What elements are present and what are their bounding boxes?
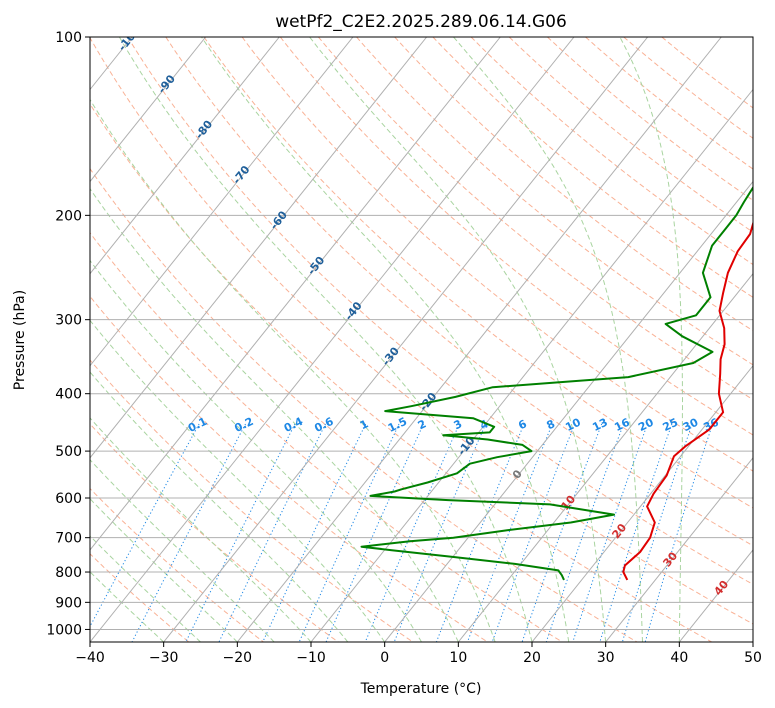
chart-title: wetPf2_C2E2.2025.289.06.14.G06: [275, 12, 567, 32]
dry-adiabat-line: [279, 37, 753, 436]
mixing-ratio-line: [467, 423, 553, 642]
dry-adiabat-line: [432, 37, 753, 298]
moist-adiabat-line: [118, 37, 533, 642]
moist-adiabat-line: [453, 37, 643, 642]
isotherm-line: [90, 37, 354, 367]
mixing-ratio-line: [644, 423, 714, 642]
x-tick-label: 50: [744, 650, 762, 666]
x-tick-label: −30: [149, 650, 179, 666]
isotherm-line: [90, 37, 575, 642]
moist-adiabat-line: [201, 37, 570, 642]
mixing-ratio-line: [325, 423, 425, 642]
isotherm-line: [163, 37, 649, 642]
mixing-ratio-label: 30: [681, 416, 701, 435]
plot-frame: [89, 36, 754, 643]
isotherm-line: [90, 37, 501, 551]
mixing-ratio-line: [131, 423, 246, 642]
isotherm-line: [90, 37, 280, 275]
x-axis-ticks: −40 −30 −20 −10 0 10 20 30 40 50: [75, 642, 762, 666]
dry-adiabat-line: [90, 167, 638, 642]
isotherms: [90, 37, 753, 642]
mixing-ratio-line: [262, 423, 367, 642]
moist-adiabat-line: [90, 259, 422, 642]
sounding-series: [360, 185, 753, 581]
x-axis-label: Temperature (°C): [360, 681, 482, 697]
moist-adiabat-line: [90, 187, 459, 642]
mixing-ratio-lines: [90, 423, 714, 642]
moist-adiabat-line: [90, 498, 238, 642]
isotherm-line: [236, 37, 722, 642]
y-axis-ticks: 100 200 300 400 500 600 700 800 900 1000: [46, 30, 90, 638]
y-tick-label: 1000: [46, 622, 82, 638]
dry-adiabat-line: [203, 37, 753, 509]
y-tick-label: 100: [55, 30, 82, 46]
mixing-ratio-line: [621, 423, 693, 642]
isotherm-line: [531, 364, 753, 642]
isotherm-line: [90, 37, 207, 183]
mixing-ratio-line: [545, 423, 625, 642]
mixing-ratio-label: 20: [636, 416, 656, 435]
mixing-ratio-line: [364, 423, 460, 642]
dry-adiabat-line: [241, 37, 753, 472]
mixing-ratio-label: 25: [661, 416, 680, 434]
isotherm-line: [310, 88, 753, 642]
dry-adiabat-line: [90, 295, 488, 642]
dry-adiabat-line: [90, 103, 712, 642]
x-tick-label: −40: [75, 650, 105, 666]
dewpoint-profile: [360, 185, 753, 581]
temperature-profile: [622, 220, 753, 581]
isotherm-line: [384, 180, 753, 642]
dry-adiabat-line: [90, 553, 190, 642]
isotherm-line: [457, 272, 753, 642]
mixing-ratio-label: 10: [563, 416, 583, 435]
x-tick-label: 20: [523, 650, 541, 666]
mixing-ratio-line: [599, 423, 673, 642]
x-tick-label: 0: [380, 650, 389, 666]
dry-adiabat-line: [90, 231, 563, 642]
y-tick-label: 800: [55, 565, 82, 581]
mixing-ratio-line: [218, 423, 326, 642]
x-tick-label: −20: [223, 650, 253, 666]
mixing-ratio-line: [185, 423, 296, 642]
x-tick-label: 30: [597, 650, 615, 666]
mixing-ratio-label: 13: [590, 416, 609, 434]
moist-adiabat-line: [90, 319, 386, 642]
x-tick-label: 40: [670, 650, 688, 666]
mixing-ratio-label: 16: [612, 416, 632, 435]
y-tick-label: 400: [55, 387, 82, 403]
y-tick-label: 700: [55, 531, 82, 547]
y-tick-label: 900: [55, 595, 82, 611]
y-axis-label: Pressure (hPa): [12, 290, 28, 390]
moist-adiabat-line: [619, 37, 683, 642]
dry-adiabat-line: [127, 37, 753, 586]
dry-adiabat-line: [90, 37, 753, 625]
y-tick-label: 300: [55, 313, 82, 329]
mixing-ratio-line: [572, 423, 648, 642]
mixing-ratio-line: [491, 423, 576, 642]
moist-adiabat-line: [309, 37, 607, 642]
mixing-ratio-line: [298, 423, 400, 642]
moist-adiabat-line: [90, 459, 275, 642]
isotherm-line: [605, 457, 753, 642]
isotherm-line: [90, 37, 428, 459]
y-tick-label: 500: [55, 444, 82, 460]
y-tick-label: 600: [55, 491, 82, 507]
y-tick-label: 200: [55, 208, 82, 224]
x-tick-label: −10: [296, 650, 326, 666]
x-tick-label: 10: [449, 650, 467, 666]
